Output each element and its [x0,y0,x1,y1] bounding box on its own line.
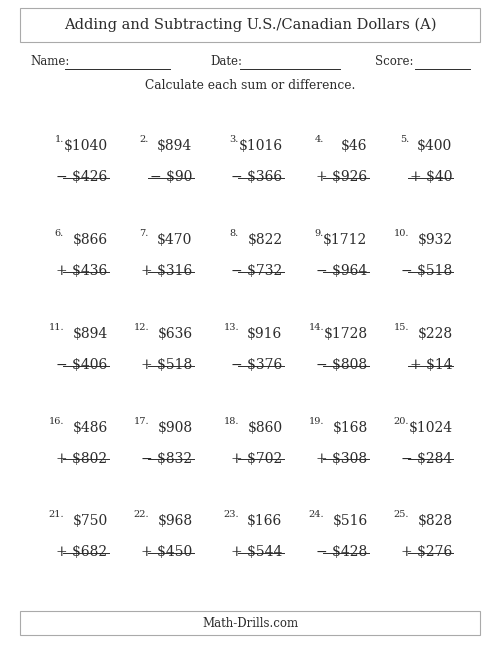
Text: $1040: $1040 [64,139,108,153]
Text: 24.: 24. [308,510,324,520]
Text: $486: $486 [72,421,108,435]
Text: $1728: $1728 [324,327,368,341]
Text: 14.: 14. [308,323,324,332]
Text: $228: $228 [418,327,452,341]
Text: 7.: 7. [140,229,149,238]
Text: Adding and Subtracting U.S./Canadian Dollars (A): Adding and Subtracting U.S./Canadian Dol… [64,18,436,32]
Text: + $316: + $316 [142,264,192,278]
Text: $166: $166 [247,514,282,529]
Text: $968: $968 [158,514,192,529]
Text: $470: $470 [157,233,192,247]
Text: + $926: + $926 [316,170,368,184]
Bar [20,611,480,635]
Text: + $802: + $802 [56,452,108,466]
Text: $894: $894 [157,139,192,153]
Text: 4.: 4. [314,135,324,144]
Text: 9.: 9. [315,229,324,238]
Text: $750: $750 [72,514,108,529]
Text: $1024: $1024 [408,421,453,435]
Text: + $14: + $14 [410,358,453,372]
Text: − $832: − $832 [142,452,192,466]
Text: 1.: 1. [54,135,64,144]
Text: $516: $516 [332,514,368,529]
Text: $46: $46 [341,139,367,153]
Text: + $276: + $276 [401,545,452,560]
Text: + $682: + $682 [56,545,108,560]
Text: 12.: 12. [134,323,149,332]
Text: + $40: + $40 [410,170,453,184]
Text: − $732: − $732 [231,264,282,278]
Text: 18.: 18. [224,417,239,426]
Text: 23.: 23. [224,510,239,520]
Text: $860: $860 [248,421,282,435]
Text: − $428: − $428 [316,545,368,560]
Text: − $376: − $376 [231,358,282,372]
Text: 22.: 22. [134,510,149,520]
Text: − $284: − $284 [401,452,452,466]
Text: + $518: + $518 [142,358,192,372]
Text: $168: $168 [332,421,368,435]
Text: $636: $636 [158,327,192,341]
Text: − $426: − $426 [56,170,108,184]
Text: $828: $828 [418,514,452,529]
Text: 25.: 25. [394,510,409,520]
Text: Name:: Name: [30,55,70,68]
Text: Calculate each sum or difference.: Calculate each sum or difference. [145,79,355,92]
Text: 8.: 8. [230,229,239,238]
Text: $400: $400 [417,139,452,153]
Text: $1016: $1016 [238,139,282,153]
Text: $822: $822 [248,233,282,247]
Text: 17.: 17. [134,417,149,426]
Text: $894: $894 [72,327,108,341]
Text: + $450: + $450 [142,545,192,560]
Text: − $518: − $518 [401,264,452,278]
Text: 2.: 2. [140,135,149,144]
Bar [20,8,480,42]
Text: Score:: Score: [375,55,414,68]
Text: 19.: 19. [308,417,324,426]
Text: 15.: 15. [394,323,409,332]
Text: + $544: + $544 [231,545,282,560]
Text: $866: $866 [72,233,108,247]
Text: 5.: 5. [400,135,409,144]
Text: − $964: − $964 [316,264,368,278]
Text: − $808: − $808 [316,358,368,372]
Text: + $436: + $436 [56,264,108,278]
Text: 10.: 10. [394,229,409,238]
Text: Date:: Date: [210,55,242,68]
Text: $908: $908 [158,421,192,435]
Text: − $90: − $90 [150,170,192,184]
Text: 3.: 3. [230,135,239,144]
Text: 20.: 20. [394,417,409,426]
Text: − $366: − $366 [232,170,282,184]
Text: $1712: $1712 [323,233,368,247]
Text: + $702: + $702 [231,452,282,466]
Text: + $308: + $308 [316,452,368,466]
Text: 6.: 6. [55,229,64,238]
Text: − $406: − $406 [56,358,108,372]
Text: Math-Drills.com: Math-Drills.com [202,617,298,630]
Text: 16.: 16. [48,417,64,426]
Text: $916: $916 [247,327,282,341]
Text: 11.: 11. [48,323,64,332]
Text: $932: $932 [418,233,452,247]
Text: 21.: 21. [48,510,64,520]
Text: 13.: 13. [224,323,239,332]
